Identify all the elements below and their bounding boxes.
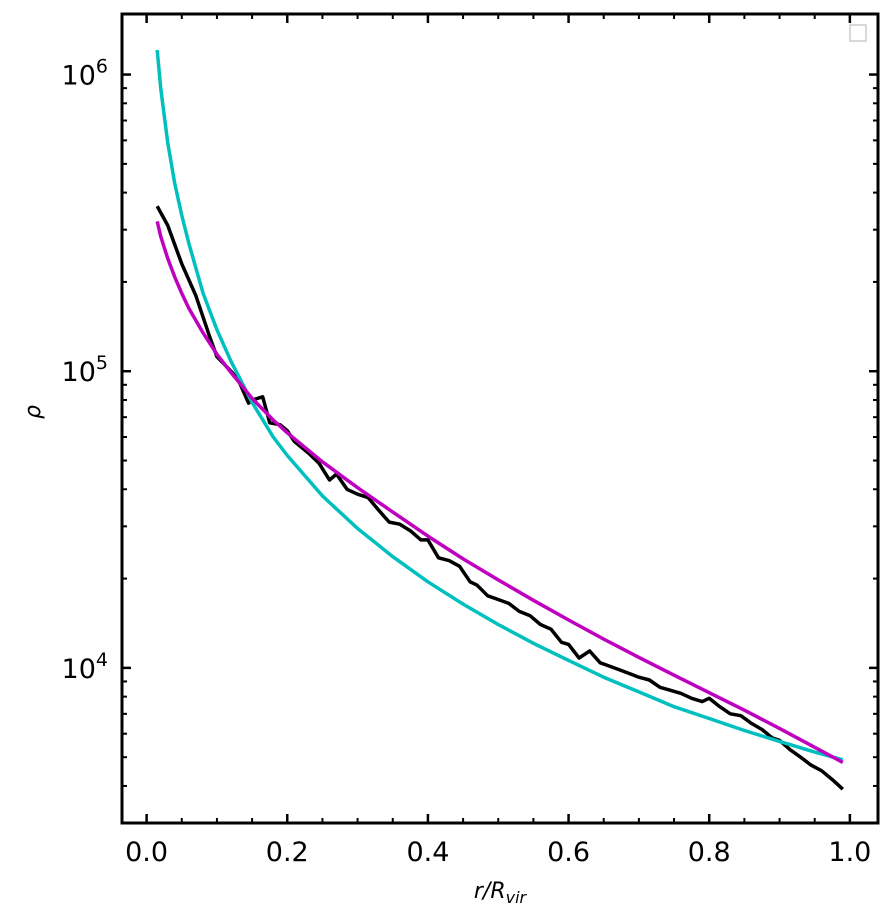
x-tick-label-2: 0.4 [406,837,449,868]
y-axis-label: ρ [21,405,46,419]
series-0-line [155,205,844,791]
x-tick-label-4: 0.8 [688,837,731,868]
plot-frame [120,12,880,825]
x-tick-label-3: 0.6 [547,837,590,868]
x-axis-label: r/Rvir [474,879,528,907]
y-tick-label-0: 104 [62,649,108,685]
x-axis-label-sub: vir [506,888,528,907]
legend-box [849,24,867,42]
series-layer [155,49,844,791]
y-tick-label-2: 106 [62,56,108,92]
y-tick-label-1: 105 [62,352,108,388]
series-1-line [155,49,844,762]
x-axis-label-main: r/R [474,879,506,904]
series-2-line [155,220,844,764]
legend [849,24,867,42]
tick-labels-layer: 0.0 0.2 0.4 0.6 0.8 1.0 104 105 106 [62,56,872,868]
x-tick-label-5: 1.0 [828,837,871,868]
x-tick-label-0: 0.0 [125,837,168,868]
x-tick-label-1: 0.2 [266,837,309,868]
